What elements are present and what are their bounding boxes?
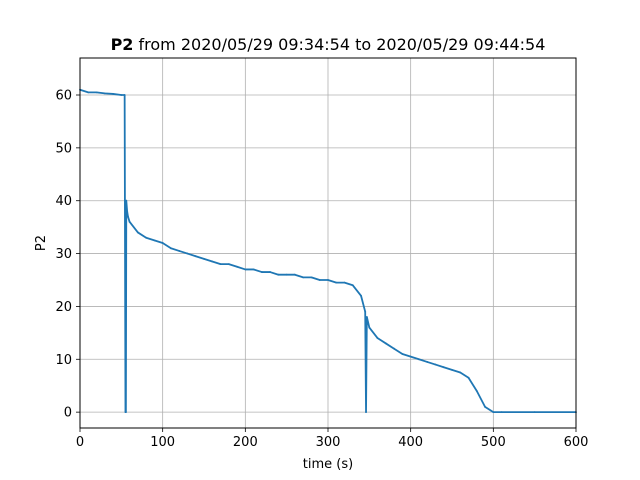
x-axis-label: time (s) [303, 457, 353, 472]
x-tick-label: 300 [316, 435, 341, 450]
data-point [343, 281, 346, 284]
grid [79, 58, 577, 428]
data-point [351, 284, 354, 287]
y-tick-label: 40 [55, 194, 72, 209]
data-point [475, 390, 478, 392]
data-point [434, 363, 437, 366]
x-tick-label: 500 [481, 435, 506, 450]
y-axis-label: P2 [34, 235, 49, 251]
x-tick-label: 400 [398, 435, 423, 450]
data-point [123, 94, 126, 96]
data-point [310, 276, 313, 279]
y-tick-label: 60 [55, 89, 72, 104]
y-tick-label: 20 [55, 300, 72, 315]
data-point [125, 199, 128, 202]
y-tick-label: 50 [55, 141, 72, 156]
data-point [120, 94, 123, 96]
data-point [227, 263, 230, 266]
data-point [365, 411, 367, 414]
data-point [360, 294, 362, 297]
data-point [126, 210, 129, 213]
data-point [124, 411, 127, 414]
data-point [368, 326, 371, 329]
data-point [128, 220, 131, 223]
data-point [260, 271, 263, 273]
data-point [161, 242, 164, 244]
chart-title: P2 from 2020/05/29 09:34:54 to 2020/05/2… [111, 35, 546, 54]
data-point [145, 236, 148, 239]
data-point [484, 405, 486, 408]
data-point [500, 411, 503, 414]
data-point [401, 353, 404, 355]
y-tick-label: 30 [55, 247, 72, 262]
title-rest: from 2020/05/29 09:34:54 to 2020/05/29 0… [133, 35, 545, 54]
data-point [418, 358, 420, 361]
y-tick-label: 0 [64, 406, 72, 421]
data-point [170, 247, 172, 250]
data-point [533, 411, 536, 414]
data-point [384, 342, 387, 345]
data-point [318, 279, 321, 281]
data-point [269, 271, 272, 273]
x-tick-label: 0 [76, 435, 84, 450]
data-point [112, 93, 114, 95]
data-point [492, 411, 495, 414]
data-point [451, 368, 453, 371]
data-point [364, 310, 367, 313]
data-point [178, 250, 181, 252]
x-tick-label: 100 [150, 435, 175, 450]
data-point [203, 257, 205, 260]
data-point [136, 231, 139, 234]
ticks: 0 100 200 300 400 500 600 0 10 20 30 40 50 60 [55, 89, 588, 451]
data-point [285, 273, 288, 276]
data-point [426, 361, 429, 363]
data-point [302, 276, 305, 279]
data-point [252, 268, 255, 271]
data-point [95, 91, 98, 94]
data-point [467, 376, 470, 379]
y-tick-label: 10 [55, 353, 72, 368]
data-point [186, 252, 189, 255]
data-point [153, 239, 156, 242]
x-tick-label: 600 [564, 435, 589, 450]
data-point [335, 281, 338, 284]
data-point [236, 265, 238, 268]
data-point [127, 215, 129, 218]
data-point [294, 273, 296, 276]
data-point [194, 255, 197, 258]
data-point [277, 273, 280, 276]
data-point [409, 355, 412, 358]
data-point [393, 347, 396, 350]
data-point [327, 279, 329, 281]
data-point [459, 371, 462, 374]
data-point [244, 268, 247, 271]
data-point [211, 260, 214, 263]
data-point [87, 91, 90, 94]
title-bold: P2 [111, 35, 134, 54]
data-point [365, 316, 368, 318]
data-point [103, 92, 106, 95]
data-point [376, 337, 379, 340]
x-tick-label: 200 [233, 435, 258, 450]
data-point [442, 366, 445, 369]
data-point [219, 263, 222, 266]
